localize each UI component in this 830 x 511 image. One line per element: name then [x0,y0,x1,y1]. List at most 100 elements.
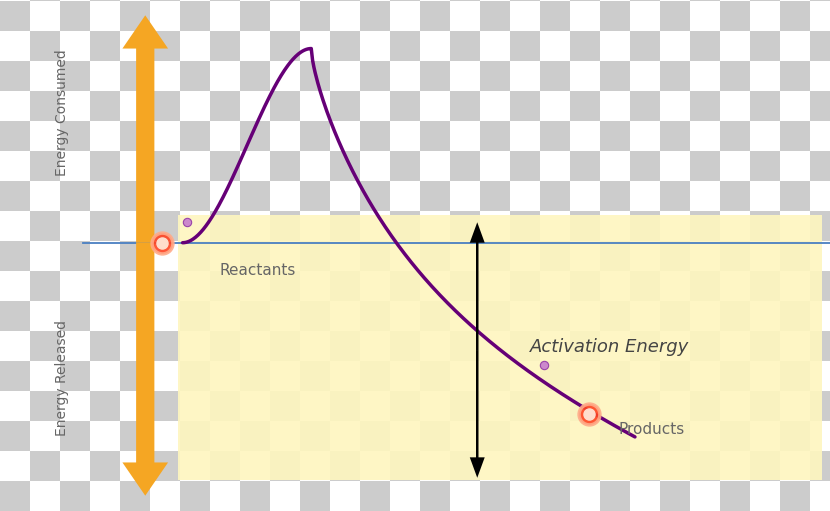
Bar [300,211,330,241]
Bar [690,421,720,451]
Bar [450,241,480,271]
Bar [750,241,780,271]
Bar [570,121,600,151]
Bar [810,121,830,151]
Bar [750,361,780,391]
Text: Products: Products [618,422,685,437]
Bar [540,121,570,151]
Bar [120,121,150,151]
Bar [0,61,30,91]
Bar [0,181,30,211]
Bar [540,211,570,241]
Bar [180,421,210,451]
Bar [60,451,90,481]
Bar [240,151,270,181]
Bar [300,361,330,391]
Bar [510,481,540,511]
Bar [450,151,480,181]
Bar [150,31,180,61]
Bar [330,331,360,361]
Bar [270,0,300,1]
Bar [690,31,720,61]
Bar [120,211,150,241]
Bar [780,91,810,121]
Bar [720,0,750,1]
Bar [720,271,750,301]
FancyArrow shape [470,222,485,350]
Bar [720,421,750,451]
Text: Energy Consumed: Energy Consumed [56,49,69,176]
Bar [210,241,240,271]
Bar [450,211,480,241]
Bar [540,1,570,31]
Bar [390,361,420,391]
Bar [480,301,510,331]
Bar [630,1,660,31]
Bar [720,151,750,181]
Bar [720,361,750,391]
Bar [750,481,780,511]
Bar [60,61,90,91]
Bar [300,451,330,481]
Bar [0,0,30,1]
Bar [360,451,390,481]
Bar [390,481,420,511]
Bar [510,391,540,421]
Bar [120,181,150,211]
Bar [30,91,60,121]
Bar [120,481,150,511]
Bar [420,241,450,271]
Bar [240,241,270,271]
Bar [600,421,630,451]
Bar [240,121,270,151]
Bar [360,271,390,301]
Bar [90,181,120,211]
Bar [720,211,750,241]
Bar [180,361,210,391]
Bar [150,451,180,481]
Bar [510,421,540,451]
Bar [300,241,330,271]
Bar [90,211,120,241]
Bar [300,31,330,61]
Bar [330,121,360,151]
Bar [660,271,690,301]
Bar [90,421,120,451]
Bar [390,271,420,301]
Bar [690,391,720,421]
Bar [150,391,180,421]
Bar [150,271,180,301]
Bar [60,421,90,451]
Bar [240,451,270,481]
Bar [300,301,330,331]
Bar [510,151,540,181]
Bar [180,91,210,121]
Bar [390,0,420,1]
Bar [120,331,150,361]
Bar [30,121,60,151]
Bar [630,211,660,241]
Bar [420,151,450,181]
Bar [540,451,570,481]
Bar [90,121,120,151]
Bar [240,301,270,331]
Bar [0,151,30,181]
Bar [360,421,390,451]
Bar [300,271,330,301]
Bar [210,211,240,241]
Bar [480,481,510,511]
Bar [330,211,360,241]
Bar [690,211,720,241]
Bar [420,451,450,481]
Bar [720,61,750,91]
Bar [150,1,180,31]
Bar [750,271,780,301]
Text: Reactants: Reactants [220,263,296,278]
Bar [240,481,270,511]
Bar [630,301,660,331]
Bar [240,181,270,211]
Bar [240,391,270,421]
Bar [120,421,150,451]
Bar [270,211,300,241]
Bar [690,181,720,211]
